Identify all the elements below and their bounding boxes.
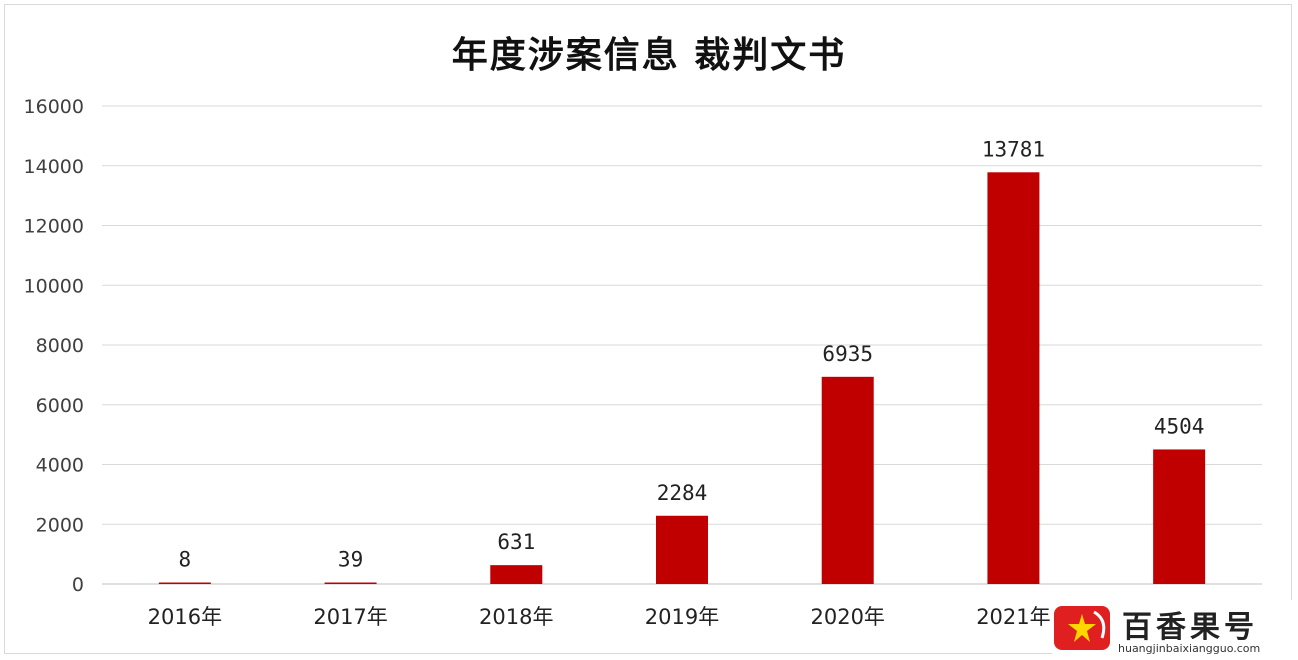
data-label: 2284 <box>657 481 708 505</box>
watermark-name: 百香果号 <box>1122 610 1258 645</box>
data-label: 39 <box>338 548 363 572</box>
y-tick-label: 2000 <box>36 514 84 536</box>
y-tick-label: 0 <box>72 574 84 596</box>
watermark-url: huangjinbaixiangguo.com <box>1118 642 1261 655</box>
bar <box>821 376 874 584</box>
bar <box>158 582 211 584</box>
x-tick-label: 2020年 <box>810 605 884 629</box>
data-label: 13781 <box>982 137 1045 161</box>
x-tick-label: 2021年 <box>976 605 1050 629</box>
logo-icon <box>1054 606 1110 650</box>
bar <box>987 172 1040 585</box>
data-label: 8 <box>179 548 192 572</box>
y-tick-label: 16000 <box>24 96 84 118</box>
bar <box>656 515 708 584</box>
bar <box>324 582 377 584</box>
bar <box>1153 449 1206 584</box>
x-tick-label: 2017年 <box>313 605 387 629</box>
data-label: 631 <box>497 530 535 554</box>
x-tick-label: 2019年 <box>645 605 719 629</box>
chart-title: 年度涉案信息 裁判文书 <box>451 34 847 76</box>
bar <box>490 565 543 584</box>
chart-frame <box>4 4 1292 654</box>
y-tick-label: 10000 <box>24 275 84 297</box>
x-tick-label: 2016年 <box>148 605 222 629</box>
watermark: 百香果号 huangjinbaixiangguo.com <box>1052 600 1296 658</box>
y-tick-label: 8000 <box>36 335 84 357</box>
y-tick-label: 14000 <box>24 156 84 178</box>
y-tick-label: 12000 <box>24 216 84 238</box>
x-tick-label: 2018年 <box>479 605 553 629</box>
y-tick-label: 6000 <box>36 395 84 417</box>
y-tick-label: 4000 <box>36 455 84 477</box>
data-label: 6935 <box>822 342 873 366</box>
data-label: 4504 <box>1154 414 1205 438</box>
